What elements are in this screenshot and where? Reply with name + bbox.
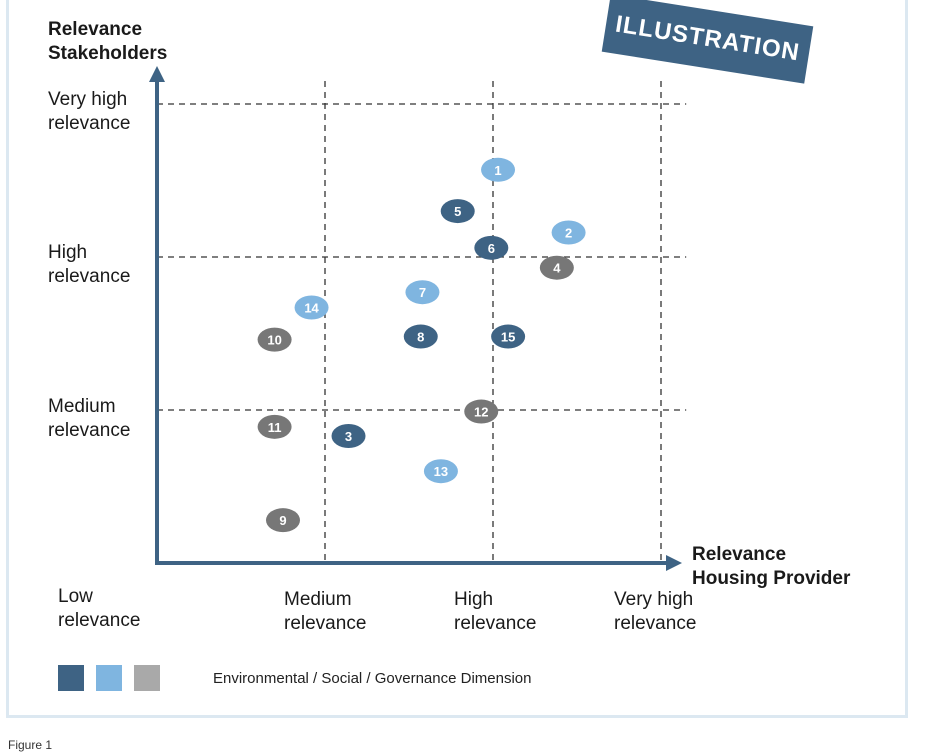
legend-text: Environmental / Social / Governance Dime…	[213, 670, 532, 687]
y-axis-label: Relevance Stakeholders	[48, 19, 168, 64]
point-label-6: 6	[488, 241, 495, 256]
point-label-10: 10	[267, 333, 281, 348]
x-tick-high: High relevance	[454, 589, 537, 634]
y-tick-high: High relevance	[48, 242, 131, 287]
y-tick-very-high: Very high relevance	[48, 89, 131, 134]
point-label-12: 12	[474, 405, 488, 420]
point-label-9: 9	[279, 513, 286, 528]
point-label-11: 11	[268, 420, 282, 435]
point-6	[474, 235, 509, 260]
point-5	[440, 199, 475, 224]
x-axis-label: Relevance Housing Provider	[692, 544, 851, 589]
point-label-15: 15	[501, 330, 515, 345]
point-8	[403, 324, 438, 349]
point-1	[481, 157, 516, 182]
legend-swatch-social	[96, 665, 122, 691]
point-label-2: 2	[565, 226, 572, 241]
x-tick-medium: Medium relevance	[284, 589, 367, 634]
point-label-8: 8	[417, 330, 424, 345]
point-14	[294, 295, 329, 320]
point-15	[491, 324, 526, 349]
point-13	[423, 459, 458, 484]
point-label-7: 7	[419, 285, 426, 300]
point-label-14: 14	[304, 300, 319, 315]
y-axis-arrow	[149, 66, 165, 82]
x-tick-low: Low relevance	[58, 586, 141, 631]
figure-caption: Figure 1	[8, 738, 53, 752]
point-4	[539, 255, 574, 280]
point-7	[405, 280, 440, 305]
point-label-4: 4	[553, 261, 561, 276]
point-label-1: 1	[494, 163, 501, 178]
figure-frame	[6, 0, 908, 718]
point-11	[257, 414, 292, 439]
x-axis-arrow	[666, 555, 682, 571]
point-label-13: 13	[434, 464, 448, 479]
point-2	[551, 220, 586, 245]
point-label-5: 5	[454, 204, 461, 219]
point-10	[257, 327, 292, 352]
point-9	[266, 508, 300, 533]
point-12	[464, 399, 499, 424]
legend-swatch-governance	[134, 665, 160, 691]
x-tick-very-high: Very high relevance	[614, 589, 697, 634]
legend-swatch-environmental	[58, 665, 84, 691]
y-tick-medium: Medium relevance	[48, 396, 131, 441]
point-3	[331, 424, 366, 449]
point-label-3: 3	[345, 429, 352, 444]
